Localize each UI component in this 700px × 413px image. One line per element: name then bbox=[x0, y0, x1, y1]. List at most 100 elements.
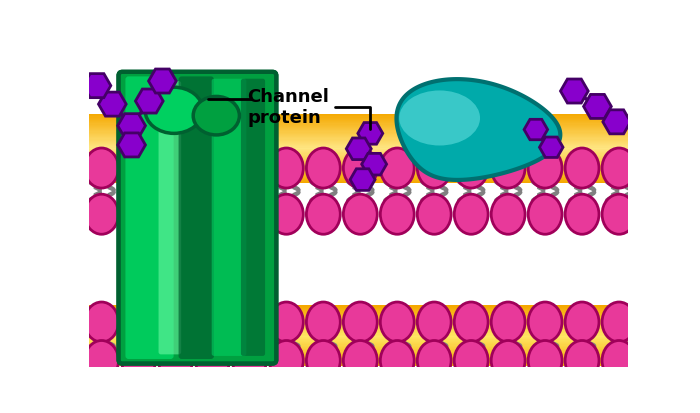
Ellipse shape bbox=[159, 302, 192, 342]
Ellipse shape bbox=[602, 341, 636, 381]
Ellipse shape bbox=[344, 149, 377, 189]
Polygon shape bbox=[346, 139, 371, 160]
Ellipse shape bbox=[565, 195, 599, 235]
Bar bbox=[90, 324, 629, 325]
Bar bbox=[90, 169, 629, 170]
Bar bbox=[90, 344, 629, 346]
Bar bbox=[90, 142, 629, 144]
Bar bbox=[90, 152, 629, 153]
Bar bbox=[90, 123, 629, 124]
Bar bbox=[90, 319, 629, 320]
Polygon shape bbox=[358, 123, 383, 145]
Bar bbox=[90, 161, 629, 162]
Bar bbox=[90, 348, 629, 349]
Bar bbox=[90, 339, 629, 341]
Ellipse shape bbox=[639, 341, 673, 381]
Bar bbox=[90, 126, 629, 128]
Bar bbox=[90, 341, 629, 342]
Ellipse shape bbox=[307, 341, 340, 381]
Bar bbox=[90, 337, 629, 338]
Bar bbox=[90, 309, 629, 311]
Bar bbox=[90, 141, 629, 142]
Polygon shape bbox=[350, 169, 375, 191]
Bar bbox=[90, 312, 629, 313]
Bar bbox=[90, 117, 629, 118]
Bar bbox=[90, 151, 629, 152]
Ellipse shape bbox=[159, 341, 192, 381]
Text: Channel
protein: Channel protein bbox=[247, 88, 370, 130]
Polygon shape bbox=[524, 120, 547, 140]
Ellipse shape bbox=[380, 341, 414, 381]
Ellipse shape bbox=[85, 195, 118, 235]
Bar bbox=[90, 342, 629, 343]
Bar bbox=[90, 148, 629, 150]
Bar bbox=[90, 308, 629, 309]
Bar bbox=[90, 320, 629, 321]
Polygon shape bbox=[540, 138, 563, 158]
FancyBboxPatch shape bbox=[159, 82, 181, 354]
FancyBboxPatch shape bbox=[118, 73, 276, 364]
Bar bbox=[90, 182, 629, 183]
Bar bbox=[90, 323, 629, 324]
Bar bbox=[90, 177, 629, 178]
Polygon shape bbox=[584, 95, 611, 119]
Bar bbox=[90, 321, 629, 323]
Bar bbox=[90, 313, 629, 314]
Ellipse shape bbox=[380, 195, 414, 235]
Bar bbox=[90, 130, 629, 131]
Bar bbox=[90, 349, 629, 351]
Bar bbox=[90, 153, 629, 154]
Ellipse shape bbox=[639, 149, 673, 189]
Ellipse shape bbox=[270, 149, 303, 189]
Bar bbox=[90, 354, 629, 356]
Bar bbox=[90, 332, 629, 334]
Bar bbox=[90, 311, 629, 312]
Ellipse shape bbox=[602, 149, 636, 189]
Polygon shape bbox=[396, 80, 560, 180]
Polygon shape bbox=[118, 133, 146, 157]
Bar bbox=[90, 364, 629, 365]
Ellipse shape bbox=[565, 341, 599, 381]
Bar bbox=[90, 358, 629, 359]
Bar bbox=[90, 170, 629, 171]
Ellipse shape bbox=[565, 149, 599, 189]
Ellipse shape bbox=[270, 341, 303, 381]
Bar bbox=[90, 318, 629, 319]
Bar bbox=[90, 167, 629, 168]
Bar bbox=[90, 163, 629, 164]
Bar bbox=[90, 131, 629, 132]
FancyBboxPatch shape bbox=[241, 80, 265, 356]
Bar bbox=[90, 352, 629, 353]
Ellipse shape bbox=[602, 195, 636, 235]
Bar bbox=[90, 157, 629, 159]
Polygon shape bbox=[362, 154, 386, 176]
Ellipse shape bbox=[85, 341, 118, 381]
Bar bbox=[90, 356, 629, 357]
Ellipse shape bbox=[528, 149, 562, 189]
Bar bbox=[90, 121, 629, 122]
Bar bbox=[90, 178, 629, 179]
Ellipse shape bbox=[380, 302, 414, 342]
Bar bbox=[90, 335, 629, 336]
Bar bbox=[90, 147, 629, 148]
Bar bbox=[90, 119, 629, 121]
Ellipse shape bbox=[602, 302, 636, 342]
FancyBboxPatch shape bbox=[125, 77, 174, 359]
Polygon shape bbox=[148, 70, 176, 94]
Bar bbox=[90, 365, 629, 366]
Polygon shape bbox=[561, 80, 588, 104]
Ellipse shape bbox=[122, 341, 155, 381]
Bar bbox=[90, 180, 629, 182]
Ellipse shape bbox=[528, 195, 562, 235]
Bar bbox=[90, 118, 629, 119]
Ellipse shape bbox=[270, 302, 303, 342]
Bar bbox=[90, 306, 629, 307]
Bar bbox=[90, 353, 629, 354]
Ellipse shape bbox=[307, 195, 340, 235]
Ellipse shape bbox=[344, 195, 377, 235]
Bar bbox=[90, 329, 629, 330]
Polygon shape bbox=[603, 111, 631, 135]
Bar bbox=[90, 179, 629, 180]
Ellipse shape bbox=[417, 195, 452, 235]
Ellipse shape bbox=[454, 149, 488, 189]
